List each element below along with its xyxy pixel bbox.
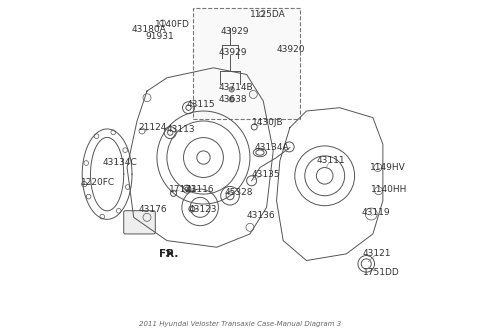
Text: 43121: 43121	[363, 249, 391, 258]
Text: FR.: FR.	[158, 249, 178, 259]
Text: 43135: 43135	[252, 170, 280, 179]
Text: 43134A: 43134A	[255, 143, 289, 152]
Text: 2011 Hyundai Veloster Transaxle Case-Manual Diagram 3: 2011 Hyundai Veloster Transaxle Case-Man…	[139, 321, 341, 327]
Text: 43113: 43113	[167, 125, 195, 134]
Text: 43123: 43123	[189, 205, 217, 213]
Text: 43176: 43176	[139, 205, 168, 213]
Text: 17121: 17121	[168, 185, 197, 194]
Text: 1430JB: 1430JB	[252, 118, 283, 127]
Text: 45328: 45328	[225, 188, 253, 197]
FancyBboxPatch shape	[124, 211, 156, 234]
Text: 1125DA: 1125DA	[250, 10, 286, 19]
Text: 43115: 43115	[187, 100, 216, 109]
Text: 43180A: 43180A	[132, 25, 167, 34]
Text: 43119: 43119	[361, 208, 390, 217]
Text: 43714B: 43714B	[218, 83, 253, 92]
Circle shape	[229, 97, 234, 102]
Text: 43134C: 43134C	[102, 158, 137, 167]
Text: 1140FD: 1140FD	[156, 20, 190, 29]
Text: 43136: 43136	[247, 211, 275, 220]
Text: 43116: 43116	[185, 185, 214, 194]
Text: 1751DD: 1751DD	[363, 268, 400, 277]
Circle shape	[229, 87, 234, 92]
Text: 91931: 91931	[145, 32, 174, 41]
Text: 43929: 43929	[218, 48, 247, 57]
Text: 21124: 21124	[139, 123, 167, 132]
Bar	[193, 8, 300, 119]
Text: 43638: 43638	[218, 95, 247, 104]
Text: 43920: 43920	[276, 45, 305, 54]
Text: 43929: 43929	[220, 27, 249, 36]
Text: 1220FC: 1220FC	[81, 178, 115, 187]
Text: 1149HV: 1149HV	[370, 163, 405, 172]
Text: 1140HH: 1140HH	[371, 185, 408, 194]
Text: 43111: 43111	[316, 156, 345, 165]
